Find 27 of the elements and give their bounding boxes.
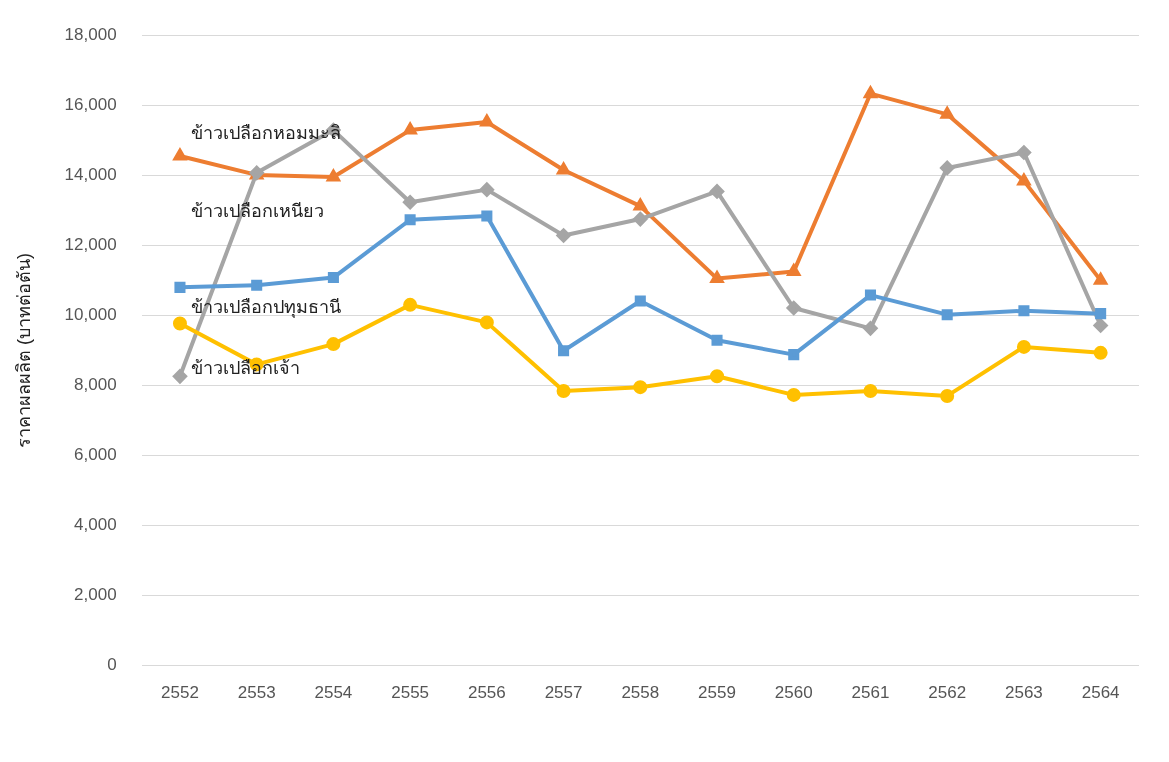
y-tick-label: 14,000: [64, 164, 117, 184]
y-tick-label: 6,000: [74, 445, 117, 465]
x-tick-label: 2563: [1005, 683, 1043, 703]
x-tick-label: 2557: [544, 683, 583, 703]
x-tick-label: 2562: [928, 683, 967, 703]
y-tick-label: 8,000: [74, 375, 117, 395]
series-label: ข้าวเปลือกหอมมะลิ: [191, 121, 342, 143]
y-tick-label: 2,000: [74, 585, 117, 605]
y-tick-label: 18,000: [64, 24, 117, 44]
x-tick-label: 2558: [621, 683, 660, 703]
y-tick-label: 4,000: [74, 515, 117, 535]
y-tick-label: 0: [107, 655, 117, 675]
x-tick-label: 2559: [698, 683, 736, 703]
x-tick-label: 2560: [774, 683, 813, 703]
y-tick-label: 16,000: [64, 94, 117, 114]
y-tick-label: 10,000: [64, 305, 117, 325]
x-tick-label: 2564: [1081, 683, 1120, 703]
series-label: ข้าวเปลือกเหนียว: [191, 200, 325, 222]
x-tick-label: 2553: [237, 683, 276, 703]
x-tick-label: 2561: [851, 683, 890, 703]
y-tick-label: 12,000: [64, 235, 117, 255]
x-tick-label: 2554: [314, 683, 353, 703]
x-tick-label: 2555: [391, 683, 430, 703]
y-axis-title: ราคาผลผลิต (บาทต่อตัน): [13, 252, 34, 448]
x-tick-label: 2556: [467, 683, 506, 703]
series-label: ข้าวเปลือกปทุมธานี: [191, 295, 342, 318]
x-tick-label: 2552: [161, 683, 199, 703]
